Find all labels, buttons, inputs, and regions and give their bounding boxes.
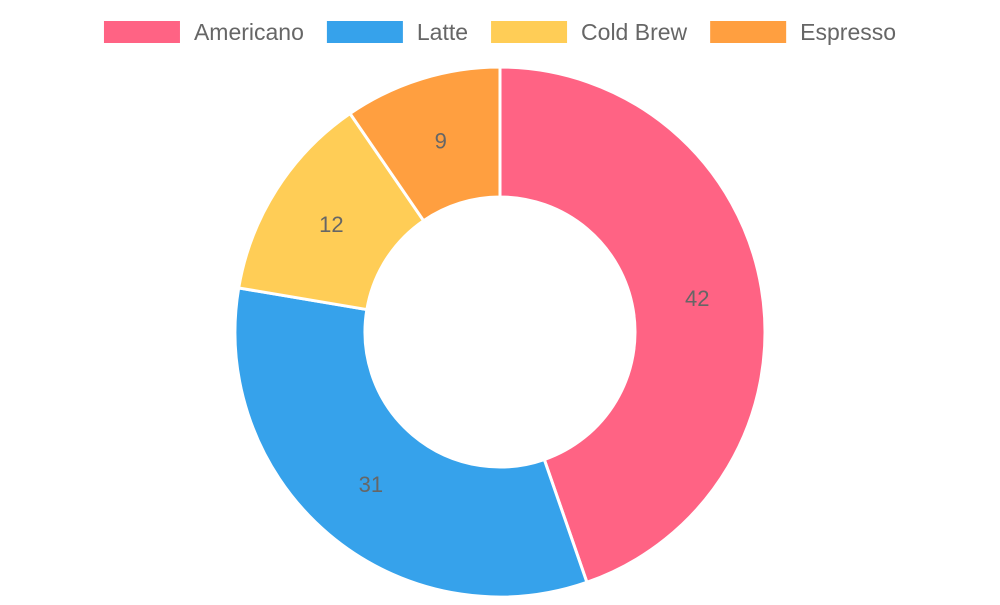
data-labels: 42 31 12 9: [319, 128, 709, 497]
legend-swatch-americano: [103, 21, 180, 43]
legend-label-latte: Latte: [417, 19, 468, 45]
legend-swatch-cold-brew: [491, 21, 568, 43]
legend-item-americano[interactable]: Americano: [103, 19, 304, 45]
legend-item-cold-brew[interactable]: Cold Brew: [491, 19, 688, 45]
data-label-latte: 31: [359, 472, 383, 497]
slice-latte[interactable]: [233, 286, 589, 599]
legend-label-americano: Americano: [194, 19, 304, 45]
data-label-americano: 42: [685, 286, 709, 311]
data-label-cold-brew: 12: [319, 212, 343, 237]
legend-item-espresso[interactable]: Espresso: [710, 19, 896, 45]
legend: Americano Latte Cold Brew Espresso: [103, 19, 896, 45]
slice-espresso[interactable]: [347, 65, 502, 223]
legend-swatch-latte: [326, 21, 403, 43]
data-label-espresso: 9: [435, 128, 447, 153]
legend-swatch-espresso: [710, 21, 787, 43]
legend-label-espresso: Espresso: [800, 19, 896, 45]
legend-label-cold-brew: Cold Brew: [581, 19, 687, 45]
doughnut-slices: [233, 65, 767, 599]
legend-item-latte[interactable]: Latte: [326, 19, 468, 45]
slice-americano[interactable]: [498, 65, 767, 585]
